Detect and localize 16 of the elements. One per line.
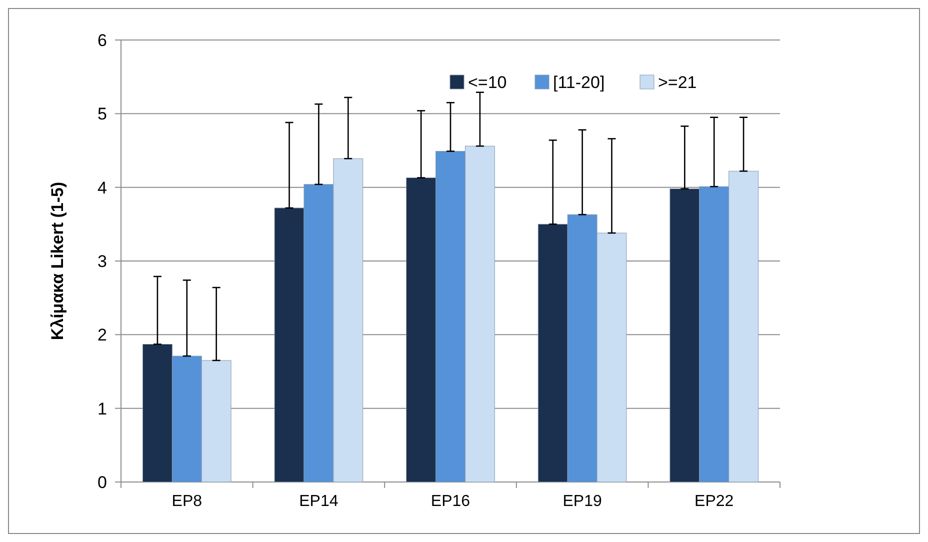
x-tick-label: EP22: [694, 493, 734, 510]
y-tick-label: 3: [98, 252, 107, 271]
y-tick-label: 2: [98, 326, 107, 345]
x-tick-label: EP8: [172, 493, 202, 510]
y-axis-title: Κλίμακα Likert (1-5): [48, 182, 67, 340]
y-tick-label: 0: [98, 472, 107, 492]
legend-label: <=10: [468, 72, 507, 92]
x-tick-label: EP16: [430, 493, 470, 510]
y-tick-label: 6: [98, 30, 107, 50]
legend-label: >=21: [658, 72, 697, 92]
y-tick-label: 1: [98, 399, 107, 418]
legend-label: [11-20]: [553, 72, 605, 92]
x-tick-label: EP19: [562, 493, 602, 510]
y-tick-label: 5: [98, 104, 107, 124]
y-tick-label: 4: [98, 178, 107, 198]
x-tick-label: EP14: [299, 493, 338, 510]
